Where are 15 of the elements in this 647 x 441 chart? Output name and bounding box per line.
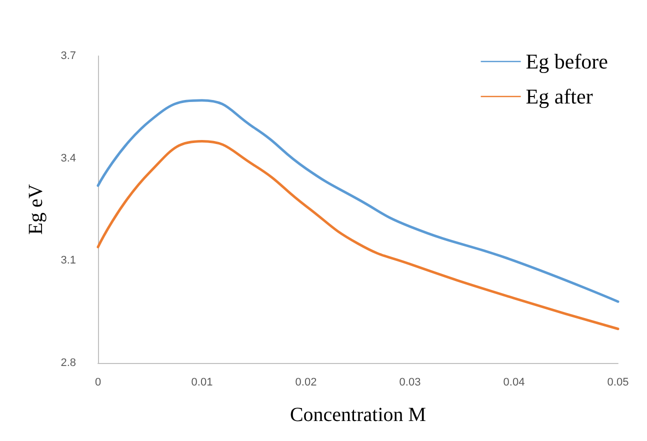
y-tick-label: 3.7	[60, 50, 76, 62]
y-tick-label: 3.1	[60, 254, 76, 267]
legend-label: Eg after	[526, 84, 593, 108]
x-tick-label: 0	[94, 376, 102, 388]
x-tick-label: 0.02	[295, 376, 317, 388]
line-series	[96, 140, 620, 330]
y-axis-title: Eg eV	[25, 184, 47, 235]
legend-label: Eg before	[526, 50, 608, 74]
y-tick-label: 3.4	[60, 152, 76, 164]
x-tick-label: 0.05	[607, 376, 629, 388]
y-tick-label: 2.8	[60, 357, 76, 369]
x-tick-label: 0.04	[503, 376, 525, 388]
x-tick-label: 0.01	[191, 376, 213, 388]
x-tick-label: 0.03	[399, 376, 421, 388]
x-axis-title: Concentration M	[290, 404, 426, 426]
